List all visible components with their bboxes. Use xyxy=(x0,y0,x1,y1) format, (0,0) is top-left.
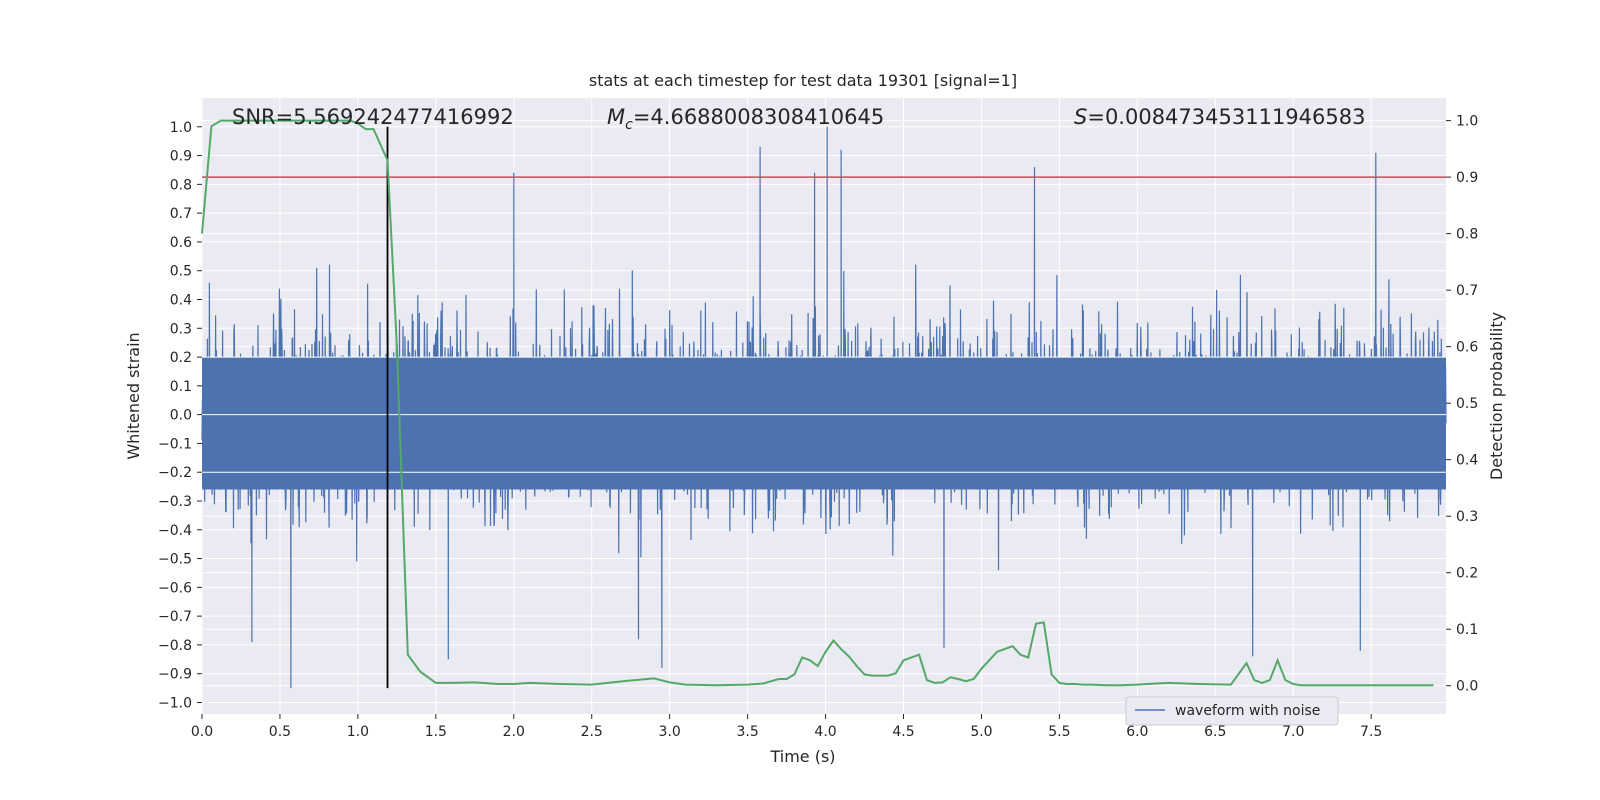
legend-box xyxy=(1125,696,1339,726)
right-y-tick-label: 0.8 xyxy=(1456,227,1478,243)
x-tick-label: 0.0 xyxy=(191,724,213,740)
right-y-tick-label: 1.0 xyxy=(1456,114,1478,130)
right-y-tick-label: 0.6 xyxy=(1456,340,1478,356)
left-y-tick-label: 0.2 xyxy=(170,350,192,366)
chirp-mass-annotation: Mc=4.6688008308410645 xyxy=(607,105,884,133)
left-y-tick-label: −1.0 xyxy=(158,695,192,711)
x-tick-label: 5.0 xyxy=(970,724,992,740)
x-tick-label: 6.0 xyxy=(1126,724,1148,740)
x-tick-label: 3.0 xyxy=(659,724,681,740)
right-y-axis-ticks: 1.0 0.9 0.8 0.7 0.6 0.5 0.4 0.3 0.2 0.1 0.0 xyxy=(1446,114,1478,695)
right-y-tick-label: 0.5 xyxy=(1456,396,1478,412)
probability-series-line xyxy=(201,119,1434,687)
right-y-tick-label: 0.9 xyxy=(1456,170,1478,186)
s-annotation: S=0.008473453111946583 xyxy=(1074,105,1365,129)
x-tick-label: 4.5 xyxy=(892,724,914,740)
x-tick-label: 2.0 xyxy=(503,724,525,740)
left-y-tick-label: 1.0 xyxy=(170,120,192,136)
left-y-tick-label: −0.4 xyxy=(158,523,192,539)
x-axis-ticks: 0.0 0.5 1.0 1.5 2.0 2.5 3.0 3.5 4.0 4.5 5.0 5.5 6.0 6… xyxy=(191,714,1382,740)
left-y-tick-label: 0.4 xyxy=(170,292,192,308)
left-y-tick-label: 0.5 xyxy=(170,264,192,280)
right-y-tick-label: 0.0 xyxy=(1456,679,1478,695)
x-tick-label: 1.5 xyxy=(425,724,447,740)
right-y-axis-label: Detection probability xyxy=(1487,312,1506,480)
x-tick-label: 1.0 xyxy=(347,724,369,740)
x-axis-label: Time (s) xyxy=(769,747,835,766)
strain-dense-core xyxy=(202,357,1446,490)
left-y-tick-label: 0.7 xyxy=(170,206,192,222)
right-y-tick-label: 0.1 xyxy=(1456,622,1478,638)
left-y-axis-ticks: 1.0 0.9 0.8 0.7 0.6 0.5 0.4 0.3 0.2 0.1 0.0 −0.1 −0.… xyxy=(158,120,202,711)
left-y-tick-label: −0.5 xyxy=(158,552,192,568)
legend-label: waveform with noise xyxy=(1175,703,1320,719)
chart-title: stats at each timestep for test data 193… xyxy=(589,71,1017,90)
chirp-mass-symbol: M xyxy=(607,105,625,129)
left-y-tick-label: −0.1 xyxy=(158,436,192,452)
left-y-tick-label: 0.6 xyxy=(170,235,192,251)
left-y-tick-label: −0.8 xyxy=(158,638,192,654)
left-y-axis-label: Whitened strain xyxy=(124,332,143,459)
left-y-tick-label: 0.0 xyxy=(170,408,192,424)
right-y-tick-label: 0.4 xyxy=(1456,453,1478,469)
x-tick-label: 7.5 xyxy=(1360,724,1382,740)
x-tick-label: 2.5 xyxy=(581,724,603,740)
strain-series xyxy=(201,126,1447,689)
legend: waveform with noise xyxy=(1125,696,1339,726)
right-y-tick-label: 0.2 xyxy=(1456,566,1478,582)
x-tick-label: 4.0 xyxy=(814,724,836,740)
s-symbol: S xyxy=(1074,105,1087,129)
left-y-tick-label: 0.1 xyxy=(170,379,192,395)
left-y-tick-label: −0.3 xyxy=(158,494,192,510)
right-y-tick-label: 0.3 xyxy=(1456,509,1478,525)
x-tick-label: 7.0 xyxy=(1282,724,1304,740)
x-tick-label: 6.5 xyxy=(1204,724,1226,740)
left-y-tick-label: −0.9 xyxy=(158,667,192,683)
snr-annotation: SNR=5.569242477416992 xyxy=(232,105,514,129)
x-tick-label: 0.5 xyxy=(269,724,291,740)
chirp-mass-subscript: c xyxy=(625,117,633,133)
left-y-tick-label: −0.7 xyxy=(158,609,192,625)
left-y-tick-label: 0.9 xyxy=(170,149,192,165)
left-y-tick-label: 0.8 xyxy=(170,177,192,193)
x-tick-label: 5.5 xyxy=(1048,724,1070,740)
chirp-mass-value: =4.6688008308410645 xyxy=(633,105,884,129)
right-y-tick-label: 0.7 xyxy=(1456,283,1478,299)
left-y-tick-label: −0.2 xyxy=(158,465,192,481)
left-y-tick-label: 0.3 xyxy=(170,321,192,337)
s-value: =0.008473453111946583 xyxy=(1087,105,1365,129)
left-y-tick-label: −0.6 xyxy=(158,580,192,596)
x-tick-label: 3.5 xyxy=(736,724,758,740)
